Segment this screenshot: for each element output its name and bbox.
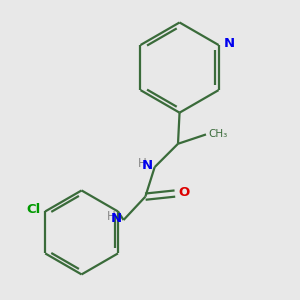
Text: H: H (138, 157, 147, 170)
Text: Cl: Cl (26, 203, 40, 216)
Text: N: N (223, 37, 234, 50)
Text: N: N (142, 159, 153, 172)
Text: CH₃: CH₃ (208, 129, 228, 140)
Text: N: N (111, 212, 122, 225)
Text: H: H (107, 210, 116, 223)
Text: O: O (178, 186, 190, 200)
